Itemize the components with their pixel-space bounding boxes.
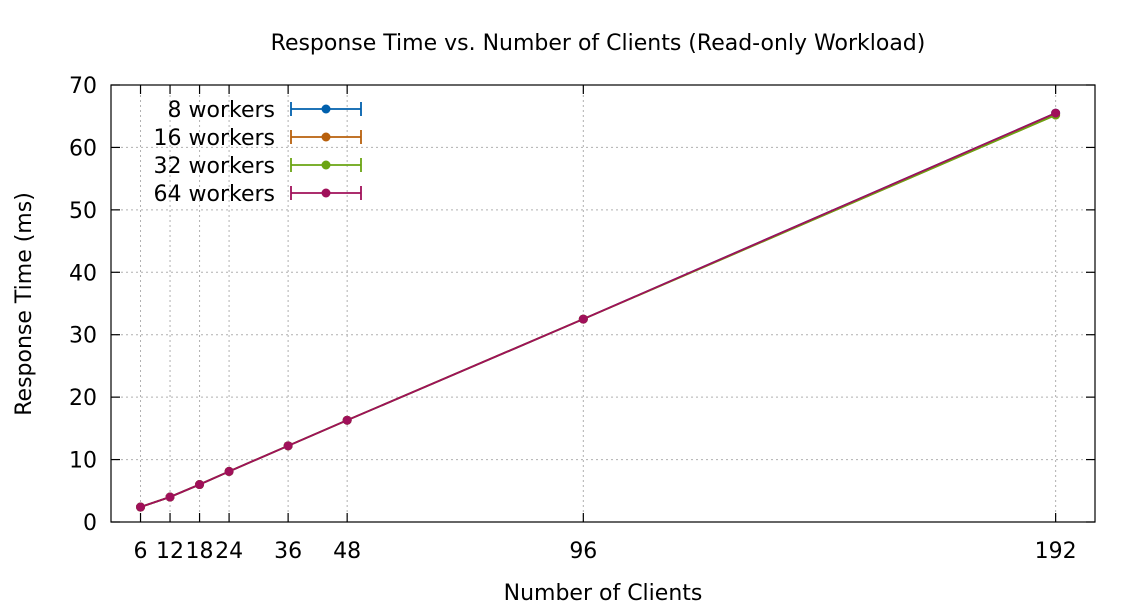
y-tick-label: 20 — [69, 386, 97, 411]
data-point — [1051, 108, 1061, 118]
x-tick-label: 192 — [1035, 539, 1077, 564]
legend-label: 64 workers — [154, 182, 275, 207]
x-axis-title: Number of Clients — [504, 581, 703, 606]
grid — [111, 85, 1095, 522]
y-tick-label: 0 — [83, 511, 97, 536]
x-tick-label: 18 — [186, 539, 214, 564]
y-tick-label: 50 — [69, 199, 97, 224]
axis-ticks: 0 10 20 30 40 50 60 70 6 12 18 24 36 48 96 192 — [69, 74, 1095, 564]
legend-label: 32 workers — [154, 154, 275, 179]
chart-title: Response Time vs. Number of Clients (Rea… — [271, 31, 926, 56]
series-line-4 — [140, 112, 1056, 508]
data-point — [136, 502, 146, 512]
data-point — [578, 314, 588, 324]
x-tick-label: 48 — [333, 539, 361, 564]
legend-marker — [321, 104, 331, 114]
y-tick-label: 70 — [69, 74, 97, 99]
legend-label: 16 workers — [154, 126, 275, 151]
legend-label: 8 workers — [168, 98, 276, 123]
data-point — [283, 441, 293, 451]
x-tick-label: 36 — [274, 539, 302, 564]
x-tick-label: 6 — [134, 539, 148, 564]
legend: 8 workers 16 workers 32 workers 64 workers — [154, 98, 362, 207]
plot-frame — [110, 84, 1096, 523]
y-tick-label: 60 — [69, 136, 97, 161]
data-point — [224, 466, 234, 476]
series-lines — [136, 108, 1061, 512]
y-tick-label: 30 — [69, 324, 97, 349]
y-tick-label: 40 — [69, 261, 97, 286]
x-tick-label: 96 — [569, 539, 597, 564]
legend-marker — [321, 160, 331, 170]
x-tick-label: 24 — [215, 539, 243, 564]
data-point — [165, 492, 175, 502]
legend-marker — [321, 188, 331, 198]
data-point — [342, 415, 352, 425]
legend-marker — [321, 132, 331, 142]
y-axis-title: Response Time (ms) — [12, 192, 37, 416]
y-tick-label: 10 — [69, 449, 97, 474]
x-tick-label: 12 — [156, 539, 184, 564]
data-point — [195, 480, 205, 490]
